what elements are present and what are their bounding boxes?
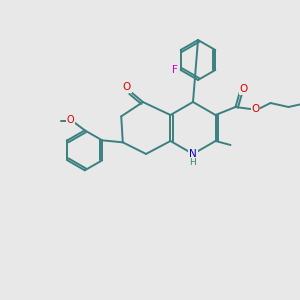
Text: O: O xyxy=(123,82,131,92)
Text: F: F xyxy=(172,65,178,75)
Text: O: O xyxy=(239,84,247,94)
Text: O: O xyxy=(67,115,75,125)
Text: N: N xyxy=(189,149,197,159)
Text: H: H xyxy=(190,158,196,167)
Text: O: O xyxy=(251,104,260,114)
